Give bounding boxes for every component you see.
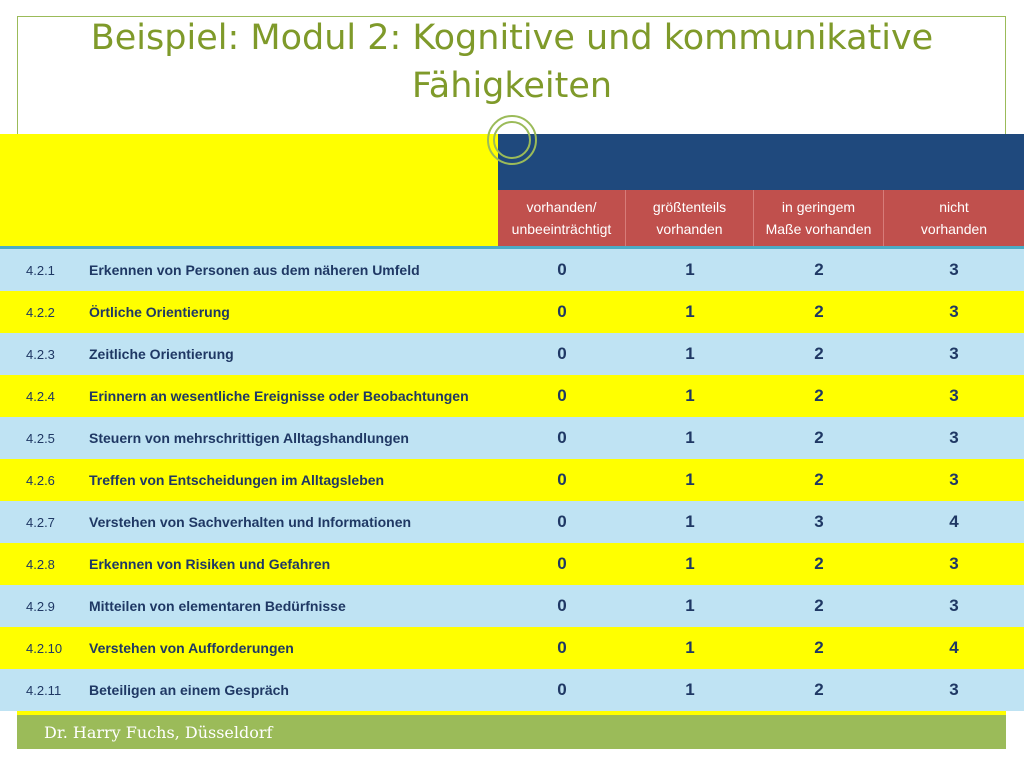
row-id: 4.2.8	[26, 556, 55, 572]
row-id: 4.2.9	[26, 598, 55, 614]
table-body: 4.2.1 Erkennen von Personen aus dem nähe…	[0, 249, 1024, 711]
table-header-band	[498, 134, 1024, 190]
row-value: 2	[814, 428, 824, 447]
row-label: Treffen von Entscheidungen im Alltagsleb…	[89, 472, 385, 488]
row-value: 2	[814, 344, 824, 363]
decorative-circle-icon	[487, 115, 537, 165]
row-value: 1	[685, 302, 695, 321]
table-row: 4.2.6 Treffen von Entscheidungen im Allt…	[0, 459, 1024, 501]
row-value: 3	[814, 512, 824, 531]
row-value: 0	[557, 512, 567, 531]
row-value: 1	[685, 386, 695, 405]
row-value: 0	[557, 638, 567, 657]
title-line-1: Beispiel: Modul 2: Kognitive und kommuni…	[90, 18, 934, 58]
row-value: 1	[685, 554, 695, 573]
row-value: 2	[814, 470, 824, 489]
row-value: 3	[949, 554, 959, 573]
row-value: 0	[557, 386, 567, 405]
row-id: 4.2.4	[26, 388, 55, 404]
row-id: 4.2.2	[26, 304, 55, 320]
row-value: 0	[557, 680, 567, 699]
title-line-2: Fähigkeiten	[411, 66, 613, 106]
row-value: 0	[557, 470, 567, 489]
row-label: Erinnern an wesentliche Ereignisse oder …	[89, 388, 469, 404]
table-row: 4.2.8 Erkennen von Risiken und Gefahren …	[0, 543, 1024, 585]
row-value: 3	[949, 344, 959, 363]
row-label: Erkennen von Risiken und Gefahren	[89, 556, 331, 572]
row-value: 2	[814, 596, 824, 615]
table-row: 4.2.1 Erkennen von Personen aus dem nähe…	[0, 249, 1024, 291]
footer-bar: Dr. Harry Fuchs, Düsseldorf	[17, 715, 1006, 749]
column-header-nicht: nicht vorhanden	[884, 190, 1024, 246]
row-value: 0	[557, 428, 567, 447]
row-value: 0	[557, 554, 567, 573]
column-header-groesstenteils: größtenteils vorhanden	[626, 190, 754, 246]
table-row: 4.2.4 Erinnern an wesentliche Ereignisse…	[0, 375, 1024, 417]
row-label: Mitteilen von elementaren Bedürfnisse	[89, 598, 346, 614]
row-value: 0	[557, 302, 567, 321]
row-value: 3	[949, 596, 959, 615]
table-row: 4.2.3 Zeitliche Orientierung 0 1 2 3	[0, 333, 1024, 375]
row-value: 1	[685, 638, 695, 657]
row-label: Örtliche Orientierung	[89, 304, 230, 320]
row-id: 4.2.6	[26, 472, 55, 488]
row-value: 1	[685, 512, 695, 531]
row-value: 3	[949, 302, 959, 321]
row-value: 3	[949, 680, 959, 699]
table-row: 4.2.11 Beteiligen an einem Gespräch 0 1 …	[0, 669, 1024, 711]
row-label: Verstehen von Sachverhalten und Informat…	[89, 514, 412, 530]
table-row: 4.2.2 Örtliche Orientierung 0 1 2 3	[0, 291, 1024, 333]
row-value: 3	[949, 470, 959, 489]
column-header-geringem: in geringem Maße vorhanden	[754, 190, 884, 246]
row-label: Zeitliche Orientierung	[89, 346, 234, 362]
row-value: 0	[557, 260, 567, 279]
row-label: Erkennen von Personen aus dem näheren Um…	[89, 262, 420, 278]
table-header-blank	[0, 134, 498, 246]
row-value: 1	[685, 596, 695, 615]
row-id: 4.2.3	[26, 346, 55, 362]
table-row: 4.2.10 Verstehen von Aufforderungen 0 1 …	[0, 627, 1024, 669]
row-id: 4.2.10	[26, 640, 63, 656]
row-value: 4	[949, 512, 959, 531]
row-value: 0	[557, 596, 567, 615]
table-row: 4.2.9 Mitteilen von elementaren Bedürfni…	[0, 585, 1024, 627]
table-bottom-strip	[17, 711, 1006, 715]
row-value: 2	[814, 680, 824, 699]
column-header-vorhanden: vorhanden/unbeeinträchtigt	[498, 190, 626, 246]
row-value: 1	[685, 680, 695, 699]
row-value: 3	[949, 386, 959, 405]
row-id: 4.2.11	[26, 682, 62, 698]
row-value: 1	[685, 260, 695, 279]
row-label: Steuern von mehrschrittigen Alltagshandl…	[89, 430, 409, 446]
row-value: 2	[814, 638, 824, 657]
row-value: 2	[814, 260, 824, 279]
column-headers: vorhanden/unbeeinträchtigt größtenteils v…	[498, 190, 1024, 246]
row-value: 1	[685, 470, 695, 489]
table-row: 4.2.5 Steuern von mehrschrittigen Alltag…	[0, 417, 1024, 459]
row-id: 4.2.7	[26, 514, 55, 530]
row-label: Beteiligen an einem Gespräch	[89, 682, 289, 698]
row-value: 4	[949, 638, 959, 657]
row-value: 3	[949, 428, 959, 447]
row-id: 4.2.5	[26, 430, 55, 446]
row-value: 2	[814, 386, 824, 405]
header-separator	[0, 246, 1024, 249]
slide-title: Beispiel: Modul 2: Kognitive und kommuni…	[0, 14, 1024, 110]
row-value: 0	[557, 344, 567, 363]
row-value: 1	[685, 428, 695, 447]
decorative-inner-circle-icon	[493, 121, 531, 159]
row-id: 4.2.1	[26, 262, 55, 278]
row-value: 2	[814, 302, 824, 321]
row-label: Verstehen von Aufforderungen	[89, 640, 294, 656]
footer-author: Dr. Harry Fuchs, Düsseldorf	[44, 723, 273, 742]
row-value: 2	[814, 554, 824, 573]
row-value: 3	[949, 260, 959, 279]
table-row: 4.2.7 Verstehen von Sachverhalten und In…	[0, 501, 1024, 543]
row-value: 1	[685, 344, 695, 363]
